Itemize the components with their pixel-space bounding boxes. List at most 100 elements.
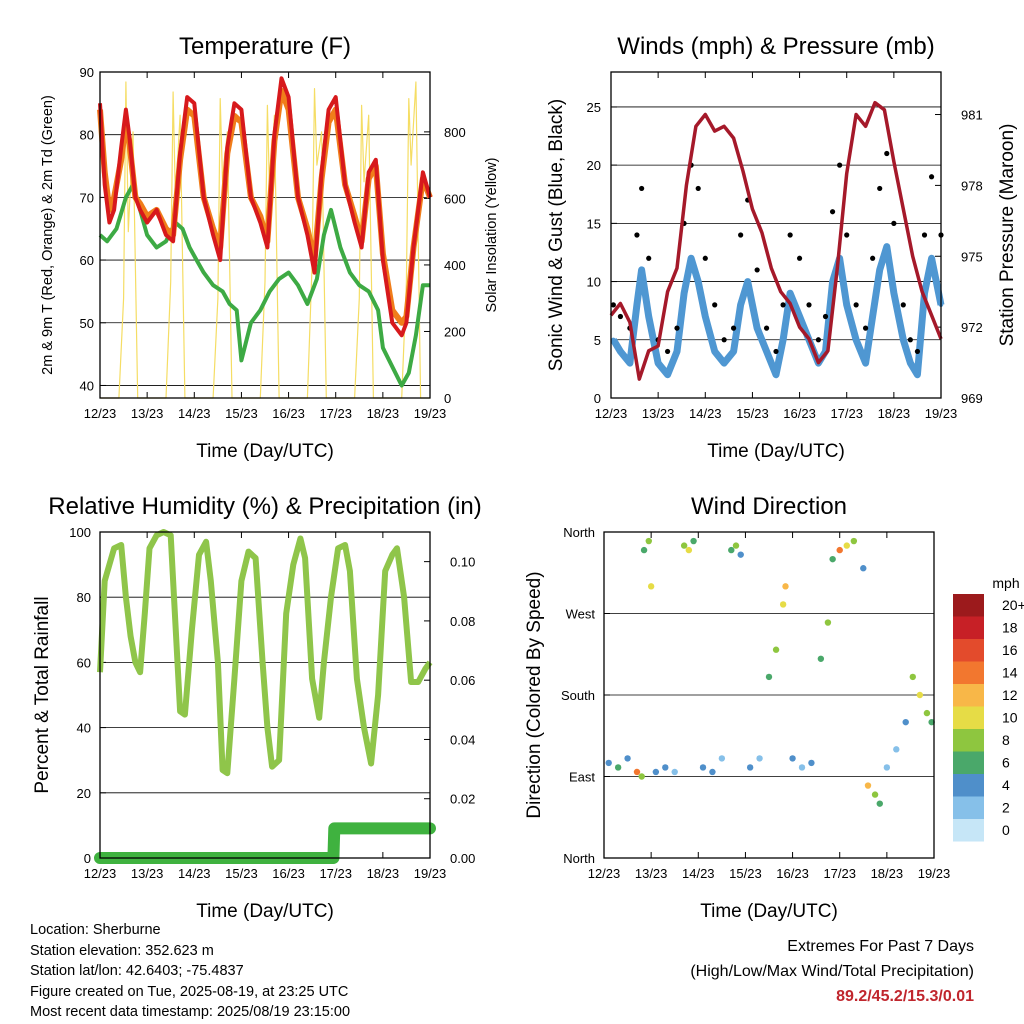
direction-point	[765, 673, 773, 681]
gust-point	[712, 302, 718, 308]
y-tick-label: 80	[80, 128, 94, 143]
wind-point	[646, 314, 651, 319]
x-tick-label: 14/23	[178, 406, 211, 421]
chart-title: Temperature (F)	[179, 33, 351, 60]
direction-point	[645, 537, 652, 545]
y2-tick-label: 0.08	[450, 614, 475, 629]
rh-line	[97, 529, 433, 777]
y-tick-label: 70	[80, 190, 94, 205]
x-tick-label: 18/23	[878, 406, 911, 421]
legend-label: 12	[1002, 687, 1018, 703]
panel-4: Wind Direction Time (Day/UTC) 12/23 13/23 14…	[524, 493, 1024, 922]
y-tick-label: 60	[77, 655, 91, 670]
x-tick-label: 13/23	[131, 406, 164, 421]
gust-point	[610, 302, 616, 308]
pressure-line	[609, 100, 943, 381]
y-tick-label: West	[566, 607, 596, 622]
chart-title: Winds (mph) & Pressure (mb)	[617, 33, 934, 60]
wind-point	[627, 360, 633, 366]
direction-point	[902, 718, 909, 726]
y2-tick-label: 800	[444, 125, 466, 140]
gust-point	[870, 255, 876, 261]
gust-point	[891, 220, 897, 226]
wind-point	[884, 244, 889, 249]
wind-point	[655, 360, 661, 366]
direction-point	[671, 768, 678, 776]
wind-point	[611, 337, 616, 342]
wind-point	[891, 291, 897, 296]
direction-point	[928, 718, 935, 726]
direction-point	[843, 542, 850, 549]
y2-tick-label: 972	[961, 320, 983, 335]
wind-point	[618, 349, 623, 354]
x-axis-label: Time (Day/UTC)	[707, 441, 845, 462]
panel-1: Temperature (F) Time (Day/UTC) 12/23 13/23 1…	[40, 33, 500, 462]
x-tick-label: 12/23	[84, 406, 117, 421]
dewpoint-line	[98, 182, 430, 388]
legend-swatch	[953, 684, 984, 707]
y2-tick-label: 978	[961, 178, 983, 193]
x-tick-label: 12/23	[595, 406, 628, 421]
y-axis-label: Direction (Colored By Speed)	[524, 571, 545, 818]
y-tick-label: 5	[594, 333, 601, 348]
extremes-title: Extremes For Past 7 Days	[787, 938, 974, 955]
direction-point	[647, 583, 655, 590]
gust-point	[730, 325, 737, 331]
x-tick-label: 19/23	[414, 406, 447, 421]
direction-point	[652, 768, 660, 776]
gust-point	[844, 232, 850, 238]
x-tick-label: 12/23	[84, 866, 117, 881]
wind-point	[738, 302, 743, 308]
wind-point	[745, 279, 750, 284]
y-tick-label: 15	[587, 216, 601, 231]
gust-point	[773, 348, 779, 355]
direction-point	[909, 673, 916, 681]
direction-point	[718, 755, 726, 762]
legend-label: 8	[1002, 732, 1010, 748]
y-axis-label: Percent & Total Rainfall	[32, 596, 53, 793]
direction-point	[789, 755, 796, 762]
gust-point	[639, 185, 645, 192]
legend-label: 16	[1002, 642, 1018, 658]
direction-point	[893, 746, 900, 753]
x-tick-label: 17/23	[823, 866, 856, 881]
direction-point	[680, 542, 688, 549]
x-axis-label: Time (Day/UTC)	[700, 901, 838, 922]
y2-tick-label: 975	[961, 249, 983, 264]
y-axis-label: 2m & 9m T (Red, Orange) & 2m Td (Green)	[40, 95, 56, 375]
direction-point	[923, 709, 931, 717]
x-tick-label: 17/23	[830, 406, 863, 421]
wind-point	[696, 279, 701, 284]
y2-tick-label: 969	[961, 391, 983, 406]
created-text: Figure created on Tue, 2025-08-19, at 23…	[30, 983, 349, 1000]
x-tick-label: 14/23	[689, 406, 722, 421]
y-tick-label: 90	[80, 65, 94, 80]
gust-point	[780, 302, 786, 308]
direction-point	[638, 773, 645, 780]
y-tick-label: 0	[84, 851, 91, 866]
gust-point	[695, 185, 701, 192]
panel-2: Winds (mph) & Pressure (mb) Time (Day/UTC…	[546, 33, 1018, 462]
direction-point	[685, 546, 693, 554]
gust-point	[763, 325, 770, 331]
y-tick-label: 100	[69, 525, 91, 540]
y-tick-label: South	[561, 688, 595, 703]
y2-tick-label: 0.04	[450, 732, 475, 747]
x-tick-label: 18/23	[871, 866, 904, 881]
y-axis-label: Sonic Wind & Gust (Blue, Black)	[546, 99, 567, 371]
x-tick-label: 16/23	[783, 406, 816, 421]
y2-tick-label: 0.00	[450, 851, 475, 866]
direction-point	[836, 546, 843, 554]
wind-point	[764, 349, 769, 354]
legend-swatch	[953, 661, 984, 684]
direction-point	[808, 759, 815, 767]
gust-point	[674, 325, 680, 331]
direction-point	[864, 782, 872, 789]
gust-point	[617, 313, 624, 320]
direction-point	[798, 764, 806, 771]
extremes-values: 89.2/45.2/15.3/0.01	[836, 988, 974, 1005]
y-tick-label: 40	[80, 378, 94, 393]
x-tick-label: 18/23	[367, 406, 400, 421]
gust-point	[884, 150, 890, 157]
direction-point	[746, 764, 754, 771]
